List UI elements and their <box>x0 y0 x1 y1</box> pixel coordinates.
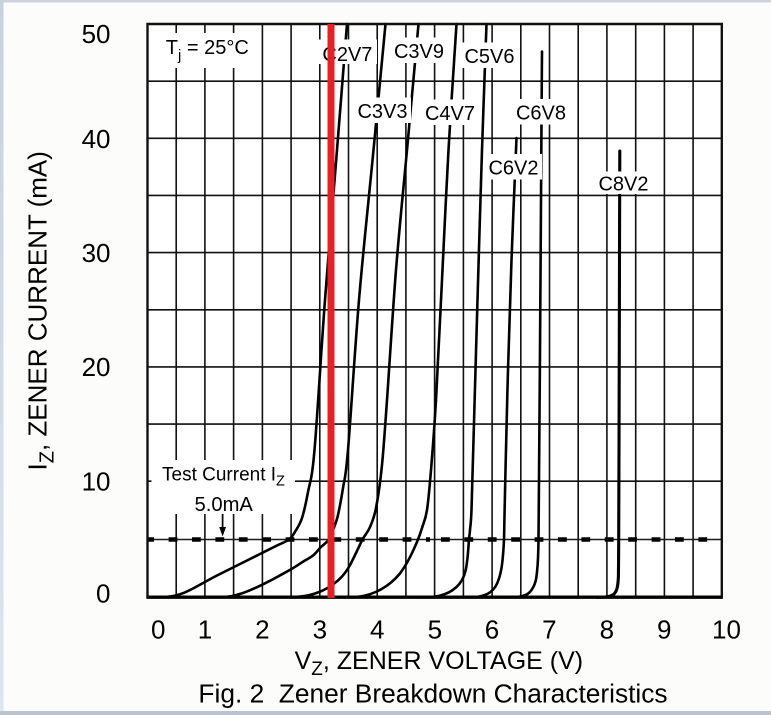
svg-text:C8V2: C8V2 <box>598 174 648 196</box>
svg-text:C6V8: C6V8 <box>516 103 566 125</box>
svg-text:0: 0 <box>96 578 110 608</box>
svg-text:C5V6: C5V6 <box>464 46 514 68</box>
svg-text:7: 7 <box>542 615 556 645</box>
svg-text:10: 10 <box>712 615 741 645</box>
svg-text:8: 8 <box>600 615 614 645</box>
svg-text:C4V7: C4V7 <box>425 103 475 125</box>
svg-text:1: 1 <box>198 615 212 645</box>
svg-text:6: 6 <box>485 615 499 645</box>
svg-text:4: 4 <box>370 615 384 645</box>
svg-text:C3V3: C3V3 <box>357 101 407 123</box>
svg-text:C2V7: C2V7 <box>322 44 372 66</box>
svg-text:Test Current IZ: Test Current IZ <box>162 465 285 490</box>
svg-text:3: 3 <box>313 615 327 645</box>
svg-text:20: 20 <box>82 352 111 382</box>
svg-text:Fig. 2 Zener Breakdown Charac: Fig. 2 Zener Breakdown Characteristics <box>198 679 667 709</box>
svg-text:C6V2: C6V2 <box>488 158 538 180</box>
svg-text:40: 40 <box>82 124 111 154</box>
svg-text:5.0mA: 5.0mA <box>195 494 254 516</box>
svg-text:C3V9: C3V9 <box>394 41 444 63</box>
svg-text:VZ, ZENER VOLTAGE (V): VZ, ZENER VOLTAGE (V) <box>295 647 584 680</box>
svg-text:0: 0 <box>151 615 165 645</box>
svg-text:9: 9 <box>657 615 671 645</box>
svg-text:30: 30 <box>82 238 111 268</box>
svg-text:50: 50 <box>82 19 111 49</box>
svg-text:10: 10 <box>82 467 111 497</box>
svg-text:5: 5 <box>428 615 442 645</box>
svg-text:2: 2 <box>255 615 269 645</box>
